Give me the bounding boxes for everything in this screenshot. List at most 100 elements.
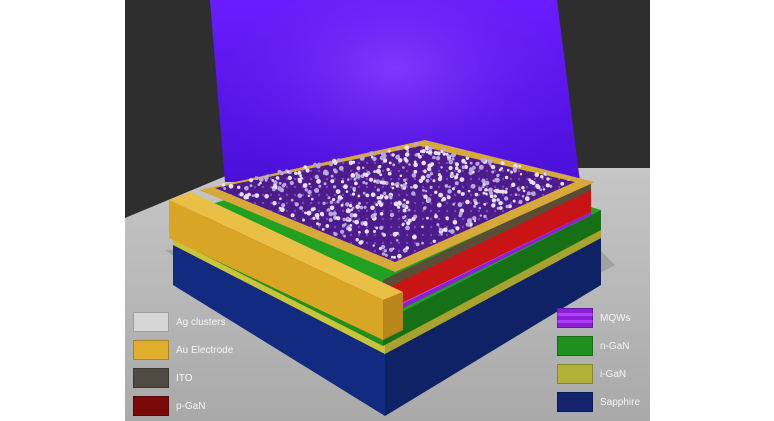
ag-cluster-dot [488, 191, 494, 196]
ag-cluster-dot [363, 205, 367, 209]
ag-cluster-dot [290, 198, 294, 202]
ag-cluster-dot [383, 249, 387, 253]
ag-cluster-dot [510, 170, 513, 174]
ag-cluster-dot [345, 190, 349, 193]
ag-cluster-dot [481, 178, 486, 183]
ag-cluster-dot [429, 172, 434, 176]
ag-cluster-dot [504, 196, 509, 201]
ag-cluster-dot [496, 206, 500, 210]
ag-cluster-dot [373, 230, 376, 233]
ag-cluster-dot [411, 173, 417, 178]
ag-cluster-dot [543, 172, 547, 175]
ag-cluster-dot [340, 229, 345, 234]
ag-cluster-dot [337, 195, 343, 200]
ag-cluster-dot [428, 146, 433, 151]
ag-cluster-dot [426, 173, 431, 179]
ag-cluster-dot [356, 166, 361, 171]
ag-cluster-dot [330, 179, 335, 184]
ag-cluster-dot [397, 205, 401, 209]
ag-cluster-dot [449, 229, 455, 234]
ag-cluster-dot [404, 145, 410, 151]
ag-cluster-dot [311, 197, 314, 201]
ag-cluster-dot [512, 199, 516, 203]
ag-cluster-dot [494, 194, 497, 198]
ag-cluster-dot [454, 162, 460, 167]
ag-cluster-dot [426, 166, 432, 172]
ag-cluster-dot [480, 157, 486, 163]
ag-cluster-dot [381, 180, 386, 185]
ag-cluster-dot [353, 213, 358, 218]
ag-cluster-dot [272, 188, 276, 192]
ag-cluster-dot [357, 194, 361, 198]
ag-cluster-dot [492, 179, 496, 182]
ag-cluster-dot [370, 205, 375, 211]
ag-cluster-dot [322, 171, 327, 176]
ag-cluster-dot [313, 162, 317, 167]
ag-cluster-dot [545, 183, 550, 188]
ag-cluster-dot [279, 197, 282, 200]
ag-cluster-dot [228, 183, 234, 189]
ag-cluster-dot [378, 165, 381, 169]
ag-cluster-dot [290, 213, 295, 218]
au-electrode-swatch [133, 340, 169, 360]
ag-cluster-dot [345, 202, 350, 207]
ag-cluster-dot [434, 214, 438, 219]
ag-cluster-dot [546, 177, 550, 181]
ag-cluster-dot [504, 175, 509, 180]
ag-cluster-dot [335, 216, 338, 220]
ag-cluster-dot [263, 175, 269, 181]
legend-item-mqws: MQWs [557, 308, 631, 328]
ag-cluster-dot [474, 192, 479, 197]
ag-cluster-dot [297, 170, 302, 175]
legend-label: p-GaN [176, 400, 206, 412]
ag-cluster-dot [498, 200, 503, 206]
ag-cluster-dot [478, 206, 482, 210]
ag-cluster-dot [410, 185, 413, 189]
ag-cluster-dot [451, 157, 455, 161]
ag-cluster-dot [221, 183, 226, 187]
ag-cluster-dot [438, 192, 444, 198]
ag-cluster-dot [248, 178, 254, 183]
ag-cluster-dot [332, 158, 337, 164]
ag-cluster-dot [306, 210, 312, 216]
ag-cluster-dot [254, 193, 260, 199]
ag-cluster-dot [467, 218, 472, 224]
ag-cluster-dot [388, 161, 392, 165]
ag-cluster-dot [299, 174, 303, 178]
ag-clusters [221, 142, 570, 259]
ag-cluster-dot [458, 211, 463, 216]
legend-label: i-GaN [600, 368, 627, 380]
ag-cluster-dot [405, 225, 410, 231]
ag-cluster-dot [499, 206, 503, 210]
ag-cluster-dot [465, 156, 470, 160]
ag-cluster-dot [223, 187, 227, 191]
sapphire-swatch [557, 392, 593, 412]
ag-cluster-dot [496, 198, 500, 202]
ag-cluster-dot [487, 159, 493, 164]
ag-cluster-dot [297, 193, 303, 198]
ag-cluster-dot [381, 244, 386, 250]
ag-cluster-dot [362, 181, 366, 184]
ag-cluster-dot [415, 242, 420, 247]
ag-clusters-swatch [133, 312, 169, 332]
ag-cluster-dot [526, 191, 531, 196]
ag-cluster-dot [478, 164, 484, 170]
ag-cluster-dot [369, 151, 374, 156]
sapphire-right [385, 235, 601, 416]
ag-cluster-dot [521, 195, 525, 198]
ag-cluster-dot [452, 202, 456, 206]
ag-cluster-dot [275, 176, 280, 180]
ag-cluster-dot [340, 203, 344, 207]
ag-cluster-dot [344, 223, 347, 226]
ag-cluster-dot [338, 165, 344, 171]
ag-cluster-dot [277, 186, 282, 191]
ag-cluster-dot [517, 188, 521, 192]
ag-cluster-dot [451, 174, 455, 178]
ag-cluster-dot [459, 177, 465, 183]
ag-cluster-dot [271, 179, 275, 182]
p-gan-right [383, 188, 591, 312]
ag-cluster-dot [330, 174, 334, 178]
ag-cluster-dot [362, 191, 366, 195]
ag-cluster-dot [316, 179, 321, 184]
ag-cluster-dot [487, 188, 491, 192]
